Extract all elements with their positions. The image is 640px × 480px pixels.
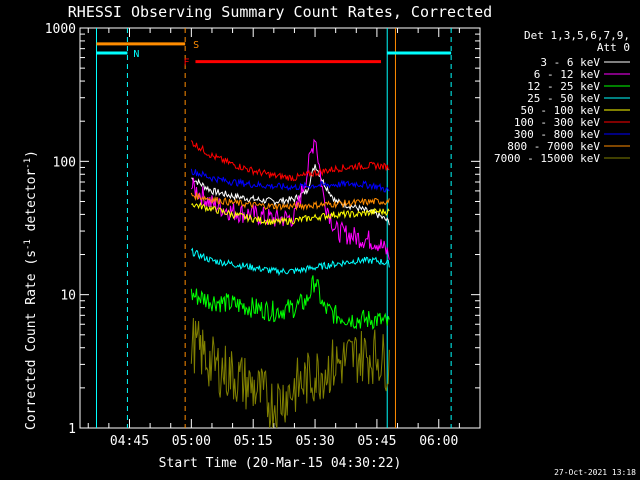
legend-header-attenuator: Att 0: [597, 41, 630, 54]
series-line: [190, 168, 390, 193]
series-line: [190, 317, 390, 429]
y-axis-label: Corrected Count Rate (s-1 detector-1): [23, 150, 39, 430]
x-tick-label: 05:45: [357, 434, 396, 449]
series-line: [190, 192, 390, 212]
y-tick-label: 10: [60, 289, 76, 304]
flag-bar-label: N: [133, 49, 139, 60]
flag-bar-label: S: [193, 40, 199, 51]
plot-area: 1000 100 10 1 04:45 05:00 05:15 05:30 05:45 06:00…: [45, 22, 481, 449]
x-tick-label: 05:15: [234, 434, 273, 449]
legend-entry-label: 3 - 6 keV: [540, 56, 600, 69]
x-axis-label: Start Time (20-Mar-15 04:30:22): [159, 456, 402, 471]
flag-bar-label: F: [183, 58, 189, 69]
chart-title: RHESSI Observing Summary Count Rates, Co…: [68, 3, 492, 21]
legend-entry-label: 25 - 50 keV: [527, 92, 600, 105]
y-tick-label: 1: [68, 422, 76, 437]
legend-entry-label: 50 - 100 keV: [521, 104, 601, 117]
series-line: [190, 140, 390, 182]
legend-entry-label: 800 - 7000 keV: [507, 140, 600, 153]
legend-entry-label: 300 - 800 keV: [514, 128, 600, 141]
x-tick-label: 06:00: [419, 434, 458, 449]
y-tick-label: 100: [53, 155, 76, 170]
legend-entry-label: 12 - 25 keV: [527, 80, 600, 93]
series-line: [190, 138, 390, 260]
legend-entry-label: 100 - 300 keV: [514, 116, 600, 129]
series-line: [190, 247, 390, 277]
legend-entry-label: 6 - 12 keV: [534, 68, 601, 81]
x-tick-label: 05:30: [295, 434, 334, 449]
footer-timestamp: 27-Oct-2021 13:18: [554, 468, 636, 477]
x-tick-label: 05:00: [172, 434, 211, 449]
legend-header-detectors: Det 1,3,5,6,7,9,: [524, 29, 630, 42]
x-tick-label: 04:45: [110, 434, 149, 449]
series-line: [190, 275, 390, 330]
series-line: [191, 164, 390, 226]
plot-frame: [79, 27, 481, 429]
y-tick-label: 1000: [45, 22, 76, 37]
legend-entry-label: 7000 - 15000 keV: [494, 152, 600, 165]
series-line: [191, 201, 390, 226]
